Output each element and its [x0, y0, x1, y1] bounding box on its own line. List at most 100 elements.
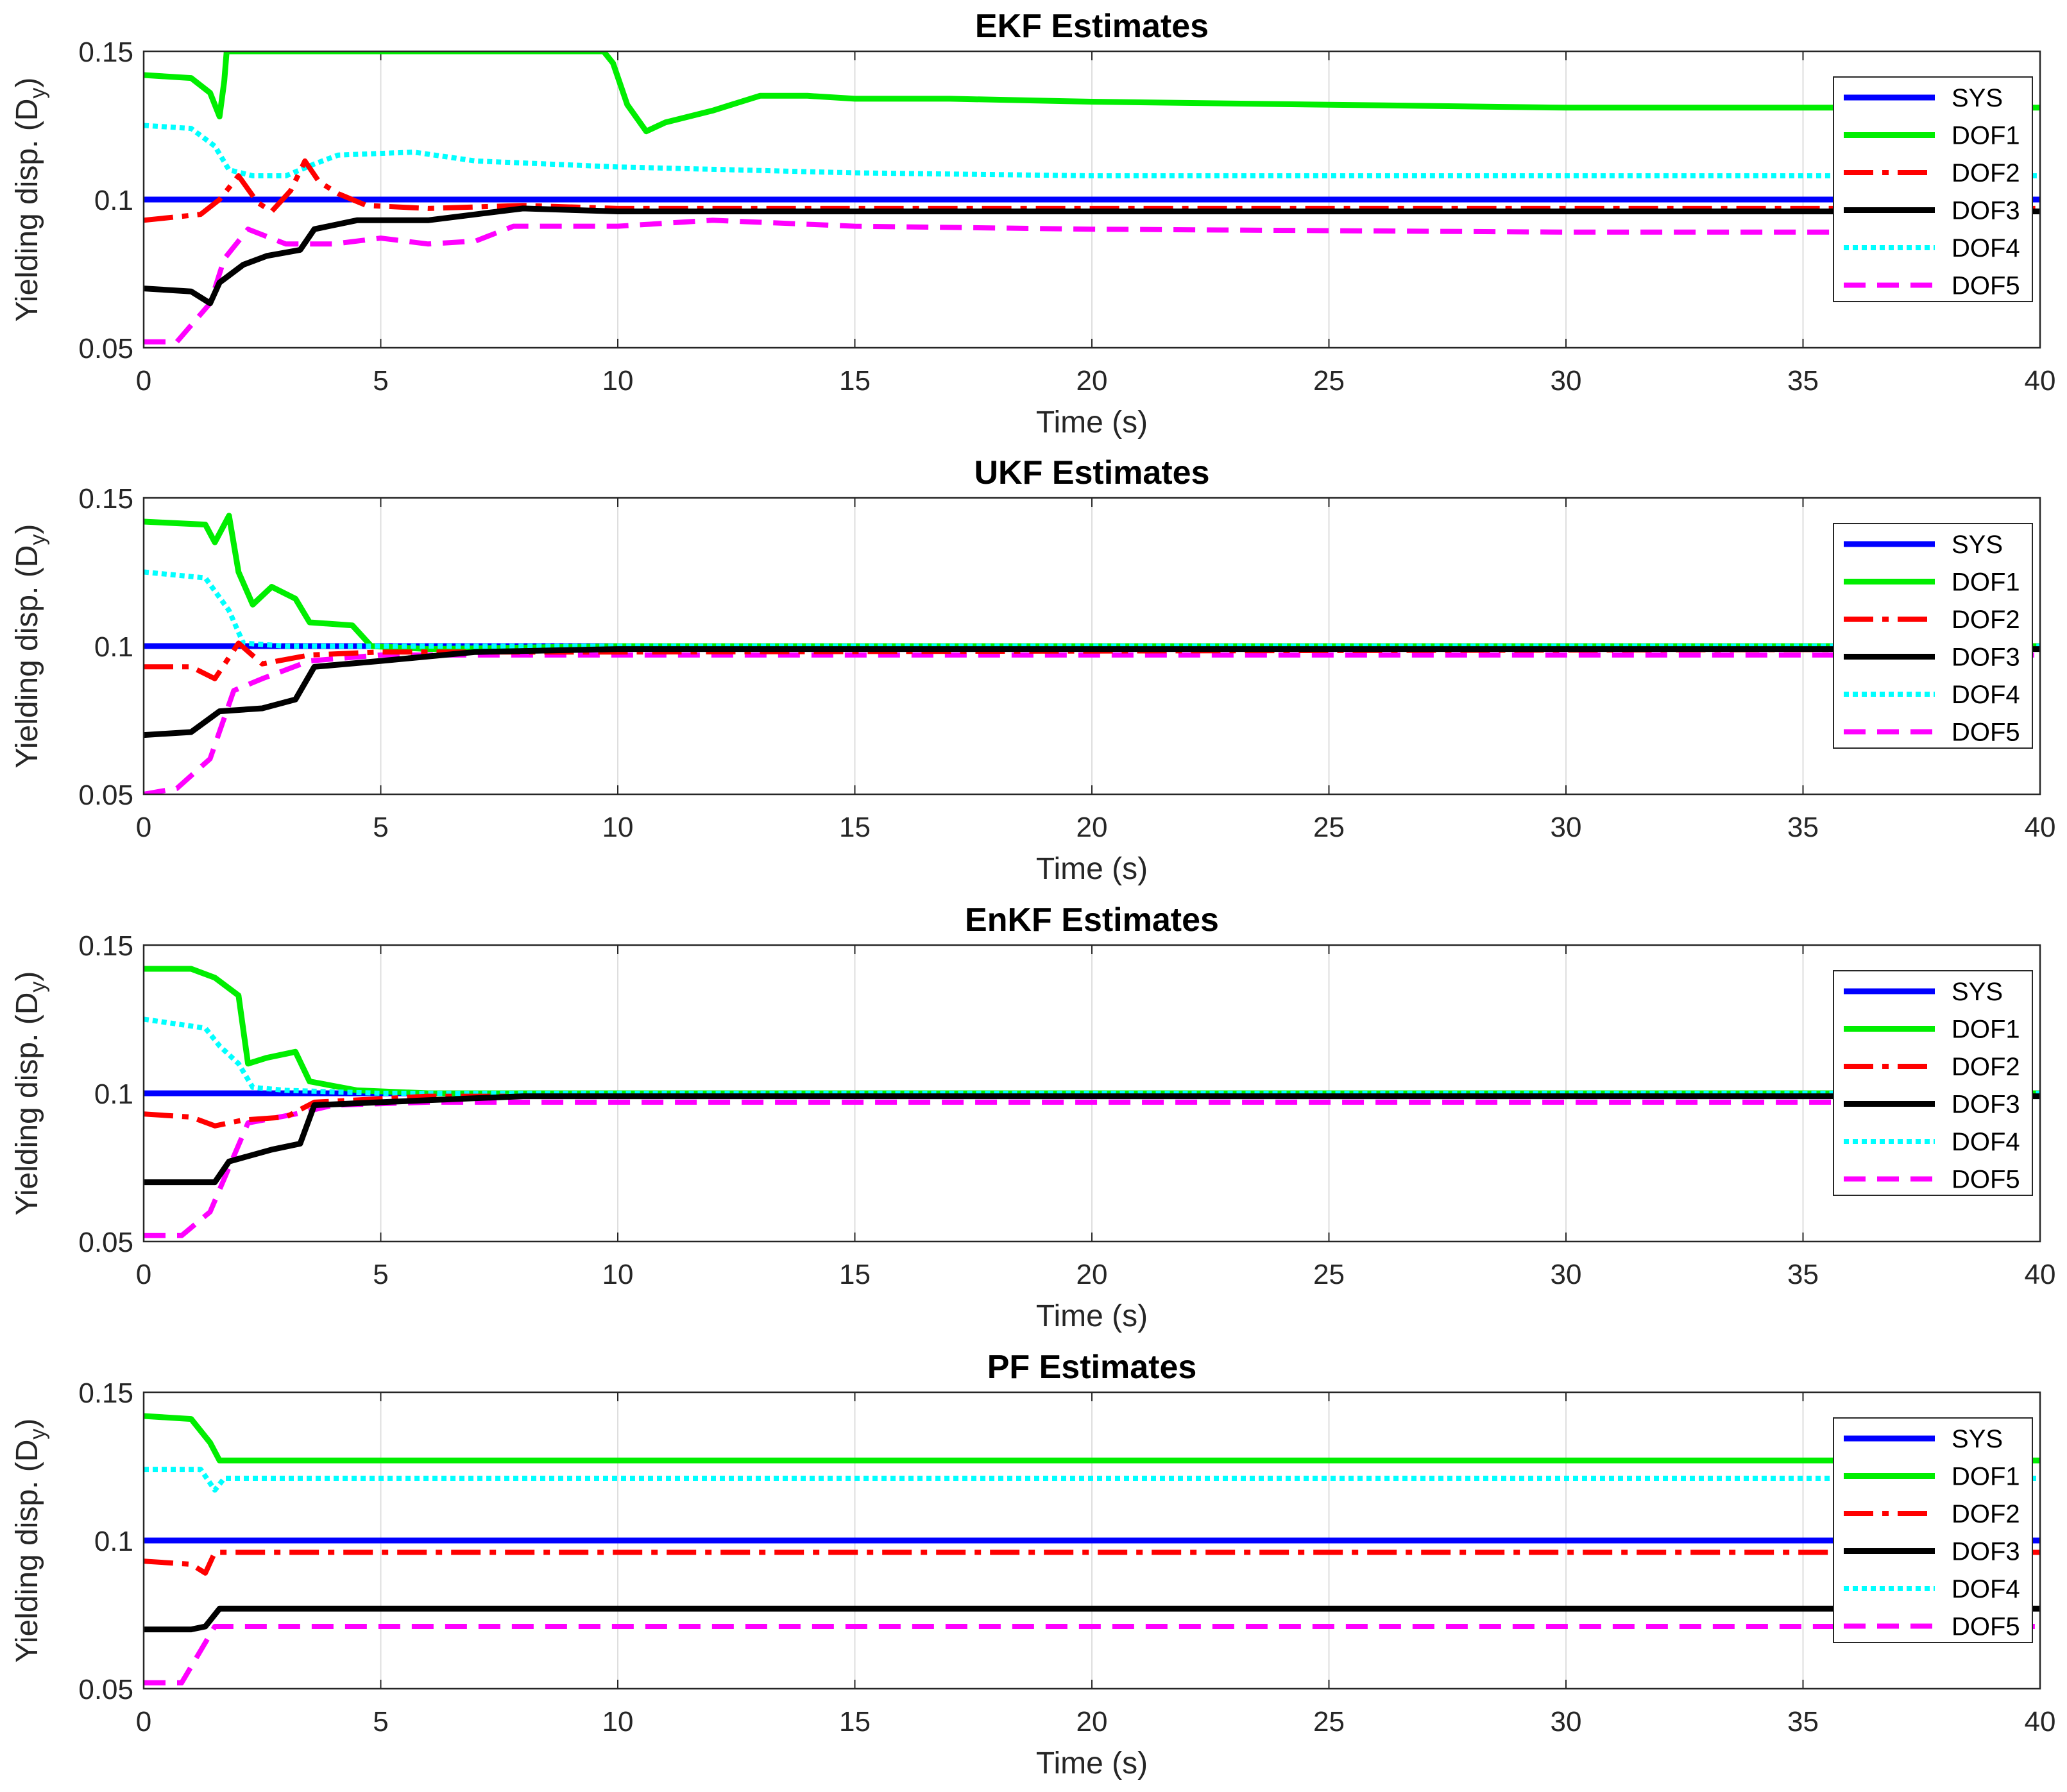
x-tick-label: 15 [839, 812, 871, 843]
y-axis-label: Yielding disp. (Dy) [10, 1419, 50, 1663]
series-line-dof2 [144, 640, 2040, 681]
y-axis-label-subscript: y [26, 534, 50, 545]
legend-box [1833, 76, 2033, 302]
chart-panel-1: UKF Estimates 0 5 10 15 20 25 30 35 40 0.05 0.1 0.15… [10, 454, 2055, 886]
legend-box [1833, 523, 2033, 749]
y-tick-label: 0.05 [78, 780, 133, 811]
legend-label-dof1: DOF1 [1952, 122, 2020, 150]
x-tick-label: 0 [136, 365, 151, 397]
y-tick-label: 0.05 [78, 333, 133, 364]
y-axis-label: Yielding disp. (Dy) [10, 971, 50, 1216]
legend: SYS DOF1 DOF2 DOF3 DOF4 DOF5 [1833, 1417, 2033, 1643]
y-axis-label: Yielding disp. (Dy) [10, 78, 50, 322]
x-tick-label: 20 [1076, 812, 1108, 843]
series-line-dof4 [144, 123, 2040, 178]
x-tick-label: 5 [373, 365, 388, 397]
y-axis-label-close: ) [10, 524, 44, 534]
y-axis-label-subscript: y [26, 982, 50, 993]
series-line-dof1 [144, 51, 2040, 135]
chart-title: EnKF Estimates [965, 901, 1219, 939]
chart-title: EKF Estimates [975, 8, 1209, 45]
legend-label-dof3: DOF3 [1952, 1091, 2020, 1119]
y-tick-label: 0.15 [78, 37, 133, 68]
series-line-dof5 [144, 218, 2040, 345]
x-tick-label: 0 [136, 1706, 151, 1737]
x-axis-label: Time (s) [1036, 405, 1148, 439]
legend-label-dof4: DOF4 [1952, 1575, 2020, 1603]
legend-box [1833, 970, 2033, 1196]
x-tick-label: 30 [1551, 1706, 1582, 1737]
x-tick-label: 10 [602, 1259, 634, 1290]
legend-label-dof4: DOF4 [1952, 1128, 2020, 1156]
series-line-dof5 [144, 1099, 2040, 1238]
chart-title: UKF Estimates [974, 454, 1210, 491]
x-tick-label: 30 [1551, 812, 1582, 843]
series-line-dof2 [144, 158, 2040, 223]
series-line-dof3 [144, 646, 2040, 738]
x-tick-label: 5 [373, 812, 388, 843]
legend-label-dof1: DOF1 [1952, 1463, 2020, 1491]
legend-label-dof1: DOF1 [1952, 568, 2020, 597]
axes-box [142, 497, 2041, 796]
series-line-dof3 [144, 1605, 2040, 1633]
y-tick-label: 0.05 [78, 1674, 133, 1705]
x-tick-label: 35 [1787, 812, 1819, 843]
axes-box [142, 944, 2041, 1243]
legend-label-dof5: DOF5 [1952, 1166, 2020, 1194]
legend-label-dof2: DOF2 [1952, 159, 2020, 187]
legend-label-dof4: DOF4 [1952, 681, 2020, 709]
series-line-dof5 [144, 652, 2040, 794]
series-line-dof2 [144, 1093, 2040, 1129]
x-axis-label: Time (s) [1036, 852, 1148, 886]
chart-panel-0: EKF Estimates 0 5 10 15 20 25 30 35 40 0.05 0.1 0.15… [10, 8, 2055, 439]
legend-label-dof5: DOF5 [1952, 719, 2020, 747]
legend-label-dof3: DOF3 [1952, 197, 2020, 225]
x-tick-label: 10 [602, 1706, 634, 1737]
x-tick-label: 20 [1076, 365, 1108, 397]
x-tick-label: 10 [602, 812, 634, 843]
series-line-dof5 [144, 1624, 2040, 1685]
chart-title: PF Estimates [987, 1349, 1197, 1386]
x-tick-label: 0 [136, 812, 151, 843]
x-axis-label: Time (s) [1036, 1746, 1148, 1780]
axes-box [142, 50, 2041, 349]
legend-label-dof1: DOF1 [1952, 1016, 2020, 1044]
x-tick-label: 10 [602, 365, 634, 397]
x-tick-label: 5 [373, 1259, 388, 1290]
series-group [144, 1413, 2040, 1685]
x-tick-label: 20 [1076, 1706, 1108, 1737]
y-tick-label: 0.1 [94, 631, 133, 663]
legend-label-dof3: DOF3 [1952, 1538, 2020, 1566]
series-line-dof4 [144, 1467, 2040, 1493]
x-tick-label: 35 [1787, 1706, 1819, 1737]
x-tick-label: 25 [1313, 1259, 1345, 1290]
series-group [144, 513, 2040, 794]
legend-label-dof2: DOF2 [1952, 606, 2020, 634]
legend-box [1833, 1417, 2033, 1643]
series-line-dof1 [144, 1413, 2040, 1463]
y-tick-label: 0.1 [94, 1526, 133, 1557]
y-axis-label-close: ) [10, 78, 44, 88]
x-tick-label: 30 [1551, 365, 1582, 397]
legend-label-sys: SYS [1952, 84, 2003, 112]
series-line-dof2 [144, 1549, 2040, 1576]
y-axis-label-main: Yielding disp. (D [10, 993, 44, 1216]
y-tick-label: 0.15 [78, 930, 133, 962]
y-axis-label-close: ) [10, 971, 44, 982]
x-tick-label: 20 [1076, 1259, 1108, 1290]
legend: SYS DOF1 DOF2 DOF3 DOF4 DOF5 [1833, 970, 2033, 1196]
y-axis-label-main: Yielding disp. (D [10, 1440, 44, 1663]
y-tick-label: 0.15 [78, 483, 133, 515]
x-tick-label: 5 [373, 1706, 388, 1737]
x-tick-label: 40 [2025, 812, 2056, 843]
y-axis-label: Yielding disp. (Dy) [10, 524, 50, 769]
x-tick-label: 15 [839, 1706, 871, 1737]
series-line-dof1 [144, 513, 2040, 653]
legend-label-dof4: DOF4 [1952, 234, 2020, 262]
y-tick-label: 0.1 [94, 185, 133, 216]
x-tick-label: 30 [1551, 1259, 1582, 1290]
legend-label-sys: SYS [1952, 1425, 2003, 1453]
x-tick-label: 15 [839, 1259, 871, 1290]
y-axis-label-main: Yielding disp. (D [10, 99, 44, 322]
